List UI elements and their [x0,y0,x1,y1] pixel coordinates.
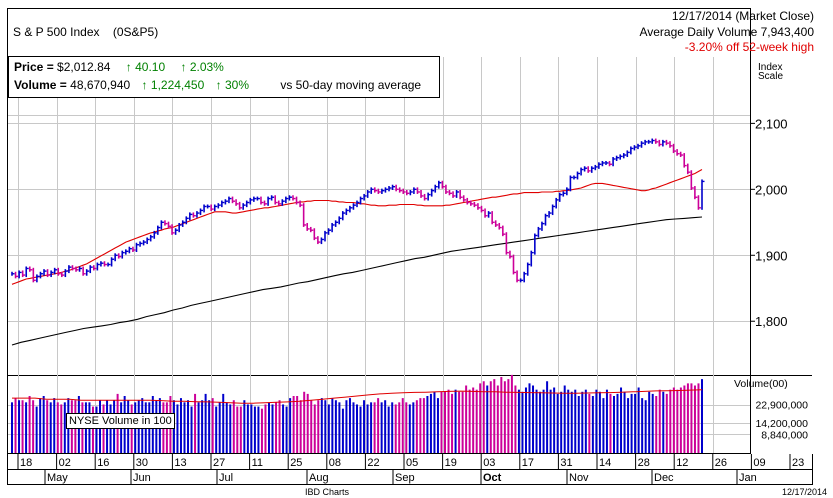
x-tick-label: 26 [715,457,727,469]
ma200-series [11,216,703,346]
x-tick-label: 22 [367,457,379,469]
info-box: Price = $2,012.84 ↑ 40.10 ↑ 2.03% Volume… [8,56,440,98]
x-tick-label: 19 [445,457,457,469]
chart-date: 12/17/2014 (Market Close) [671,9,814,23]
x-tick-label: 11 [252,457,263,469]
grid-lines [8,57,750,453]
month-label: Nov [569,472,589,484]
month-label: Aug [309,472,329,484]
x-tick-label: 14 [599,457,611,469]
x-tick-label: 16 [97,457,109,469]
index-scale-label-2: Scale [758,71,783,82]
volume-tick-label: 22,900,000 [755,400,808,412]
month-label: Jun [133,472,151,484]
price-tick-label: 1,800 [755,314,788,329]
volume-tick-label: 8,840,000 [761,429,808,441]
volume-value: 48,670,940 [70,78,131,92]
ma200-line [11,216,703,346]
x-axis-ticks: 18 02 16 30 13 27 11 25 08 22 05 19 03 17 31 14 28 12 26 09… [17,454,804,484]
x-tick-label: 18 [20,457,32,469]
price-value: $2,012.84 [57,60,111,74]
volume-scale-label: Volume(00) [734,378,788,390]
price-line: Price = $2,012.84 ↑ 40.10 ↑ 2.03% [14,60,224,74]
price-tick-label: 1,900 [755,248,788,263]
x-tick-label: 13 [174,457,186,469]
index-name: S & P 500 Index [13,25,100,39]
volume-pct-arrow-icon: ↑ [215,78,222,92]
footer-source: IBD Charts [305,487,350,497]
month-label: Oct [483,472,502,484]
month-label: Jul [219,472,233,484]
price-bars [11,138,705,283]
x-tick-label: 03 [483,457,495,469]
price-tick-label: 2,000 [755,182,788,197]
price-change-arrow-icon: ↑ [125,60,132,74]
month-label: May [47,472,68,484]
x-tick-label: 12 [676,457,688,469]
average-volume: Average Daily Volume 7,943,400 [639,25,814,39]
volume-legend: NYSE Volume in 100 [66,413,175,429]
volume-ma-line [12,389,703,404]
x-tick-label: 09 [753,457,765,469]
volume-change: 1,224,450 [150,78,205,92]
volume-tick-label: 14,200,000 [755,418,808,430]
volume-ma-series [12,389,703,404]
x-tick-label: 25 [290,457,302,469]
price-label: Price = [14,60,58,74]
volume-note: vs 50-day moving average [280,78,422,92]
x-tick-label: 08 [329,457,341,469]
price-change: 40.10 [135,60,166,74]
footer-date: 12/17/2014 [781,487,827,497]
x-tick-label: 17 [522,457,534,469]
x-tick-label: 31 [560,457,572,469]
price-axis-ticks: 1,800 1,900 2,000 2,100 [750,116,788,329]
x-tick-label: 02 [59,457,71,469]
month-label: Jan [739,472,757,484]
x-tick-label: 23 [792,457,804,469]
volume-bars [11,374,703,453]
price-tick-label: 2,100 [755,116,788,131]
volume-line: Volume = 48,670,940 ↑ 1,224,450 ↑ 30% vs… [14,78,421,92]
chart-title: S & P 500 Index (0S&P5) [13,25,158,39]
price-pct-arrow-icon: ↑ [180,60,187,74]
index-symbol: (0S&P5) [112,25,159,39]
month-label: Sep [395,472,415,484]
x-tick-label: 05 [406,457,418,469]
price-change-pct: 2.03% [189,60,224,74]
x-tick-label: 30 [136,457,148,469]
index-scale-label-1: Index [758,62,782,73]
volume-change-pct: 30% [224,78,249,92]
volume-label: Volume = [14,78,71,92]
month-label: Dec [654,472,674,484]
off-52-week-high: -3.20% off 52-week high [684,40,814,54]
x-tick-label: 28 [638,457,650,469]
x-tick-label: 27 [213,457,225,469]
volume-change-arrow-icon: ↑ [141,78,148,92]
